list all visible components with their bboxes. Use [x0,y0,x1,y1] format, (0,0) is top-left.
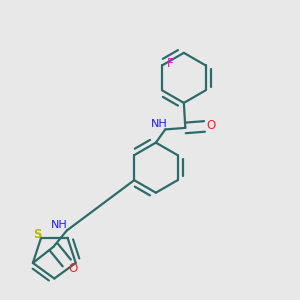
Text: F: F [167,57,174,70]
Text: O: O [206,119,216,132]
Text: S: S [33,228,42,241]
Text: NH: NH [51,220,68,230]
Text: NH: NH [151,119,167,129]
Text: O: O [68,262,77,275]
